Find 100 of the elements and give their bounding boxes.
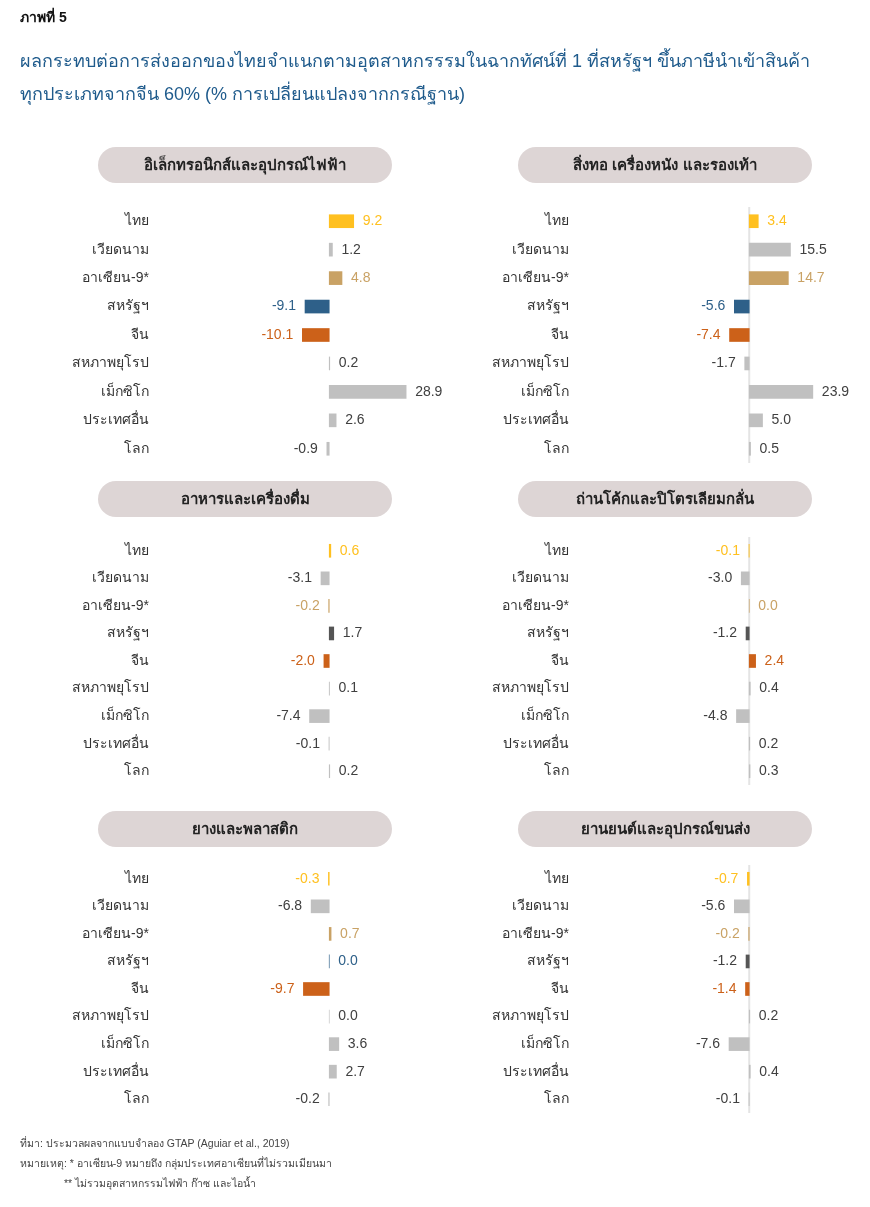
bar <box>326 441 330 456</box>
data-label: 0.0 <box>338 952 358 969</box>
data-label: 0.2 <box>338 762 359 779</box>
data-label: -9.1 <box>271 297 297 314</box>
y-tick-label: จีน <box>131 325 149 342</box>
y-tick-label: สหภาพยุโรป <box>72 354 149 372</box>
y-tick-label: อาเซียน-9* <box>502 924 570 941</box>
y-tick-label: อาเซียน-9* <box>82 924 150 941</box>
data-label: 2.6 <box>345 411 365 428</box>
data-label: -0.3 <box>295 869 320 886</box>
bar <box>328 1064 337 1079</box>
data-label: -7.4 <box>276 706 301 723</box>
y-tick-label: เม็กซิโก <box>521 1033 569 1051</box>
y-tick-label: สหรัฐฯ <box>527 297 569 315</box>
data-label: 15.5 <box>799 240 827 257</box>
text: หมายเหตุ: * อาเซียน-9 หมายถึง กลุ่มประเทศอาเซียนที่ไม่รวมเมียนมา <box>20 1157 333 1169</box>
y-tick-label: ไทย <box>544 869 569 886</box>
bar <box>328 385 407 399</box>
data-label: 0.2 <box>758 734 779 751</box>
y-tick-label: สหภาพยุโรป <box>492 354 569 372</box>
data-label: -0.7 <box>714 869 739 886</box>
data-label: -2.0 <box>290 651 316 668</box>
y-tick-label: เม็กซิโก <box>521 705 569 723</box>
bar <box>748 271 789 285</box>
data-label: 28.9 <box>415 382 443 399</box>
data-label: 0.2 <box>758 1007 779 1024</box>
y-tick-label: จีน <box>551 979 569 996</box>
bar <box>310 899 330 914</box>
y-tick-label: ไทย <box>124 869 149 886</box>
y-tick-label: อาเซียน-9* <box>82 268 150 285</box>
y-tick-label: โลก <box>124 762 149 779</box>
bar <box>748 654 756 668</box>
data-label: -1.2 <box>712 952 738 969</box>
data-label: -7.6 <box>695 1034 721 1051</box>
data-label: 0.4 <box>759 679 779 696</box>
y-tick-label: จีน <box>551 325 569 342</box>
bar <box>748 413 763 428</box>
bar <box>748 385 814 399</box>
text: ที่มา: ประมวลผลจากแบบจำลอง GTAP (Aguiar et al., 2019) <box>20 1137 290 1149</box>
y-tick-label: โลก <box>124 1090 149 1107</box>
data-label: 14.7 <box>797 268 825 285</box>
y-tick-label: ไทย <box>124 541 149 558</box>
y-tick-label: โลก <box>544 439 569 456</box>
data-label: 0.6 <box>339 541 360 558</box>
y-tick-label: เวียดนาม <box>512 569 569 586</box>
data-label: 3.4 <box>767 212 787 229</box>
bar <box>328 242 333 257</box>
data-label: -4.8 <box>703 706 728 723</box>
y-tick-label: สหรัฐฯ <box>107 952 149 970</box>
y-tick-label: สหรัฐฯ <box>527 952 569 970</box>
y-tick-label: สหภาพยุโรป <box>72 1007 149 1025</box>
data-label: 0.5 <box>759 439 780 456</box>
y-tick-label: ประเทศอื่น <box>503 1061 569 1079</box>
data-label: 4.8 <box>351 268 371 285</box>
y-tick-label: ไทย <box>544 212 569 229</box>
chart-title: ยางและพลาสติก <box>192 819 298 839</box>
data-label: 9.2 <box>362 212 383 229</box>
data-label: -0.9 <box>293 439 319 456</box>
data-label: 2.4 <box>764 651 785 668</box>
bar <box>328 271 343 285</box>
chart-title: ยานยนต์และอุปกรณ์ขนส่ง <box>580 819 750 841</box>
bar <box>740 571 750 586</box>
data-label: -5.6 <box>701 297 726 314</box>
bar <box>328 214 355 229</box>
data-label: 0.0 <box>338 1007 358 1024</box>
data-label: -10.1 <box>261 325 294 342</box>
data-label: -0.1 <box>715 541 741 558</box>
data-label: -3.1 <box>287 569 313 586</box>
y-tick-label: จีน <box>131 979 149 996</box>
y-tick-label: เม็กซิโก <box>521 381 569 399</box>
y-tick-label: สหภาพยุโรป <box>72 679 149 697</box>
data-label: 0.0 <box>758 596 778 613</box>
data-label: -1.2 <box>712 624 738 641</box>
data-label: 5.0 <box>771 411 792 428</box>
y-tick-label: ไทย <box>544 541 569 558</box>
bar <box>328 1037 340 1051</box>
bar <box>748 214 759 229</box>
y-tick-label: สหภาพยุโรป <box>492 679 569 697</box>
y-tick-label: จีน <box>131 651 149 668</box>
chart-title: อิเล็กทรอนิกส์และอุปกรณ์ไฟฟ้า <box>144 154 346 177</box>
y-tick-label: สหรัฐฯ <box>527 624 569 642</box>
y-tick-label: โลก <box>124 439 149 456</box>
bar <box>744 356 750 371</box>
data-label: 0.4 <box>759 1062 779 1079</box>
data-label: -0.2 <box>295 596 320 613</box>
y-tick-label: ประเทศอื่น <box>503 733 569 751</box>
y-tick-label: อาเซียน-9* <box>502 596 570 613</box>
data-label: -9.7 <box>270 979 295 996</box>
y-tick-label: ประเทศอื่น <box>83 1061 149 1079</box>
bar <box>745 626 750 641</box>
text: ** ไม่รวมอุตสาหกรรมไฟฟ้า ก๊าซ และไอน้ำ <box>64 1177 256 1189</box>
y-tick-label: เม็กซิโก <box>101 1033 149 1051</box>
data-label: 0.1 <box>338 679 359 696</box>
y-tick-label: ประเทศอื่น <box>503 410 569 428</box>
data-label: -6.8 <box>278 897 303 914</box>
bar <box>736 709 750 723</box>
data-label: 23.9 <box>821 382 850 399</box>
y-tick-label: ไทย <box>124 212 149 229</box>
data-label: 0.7 <box>340 924 360 941</box>
data-label: 1.7 <box>342 624 363 641</box>
